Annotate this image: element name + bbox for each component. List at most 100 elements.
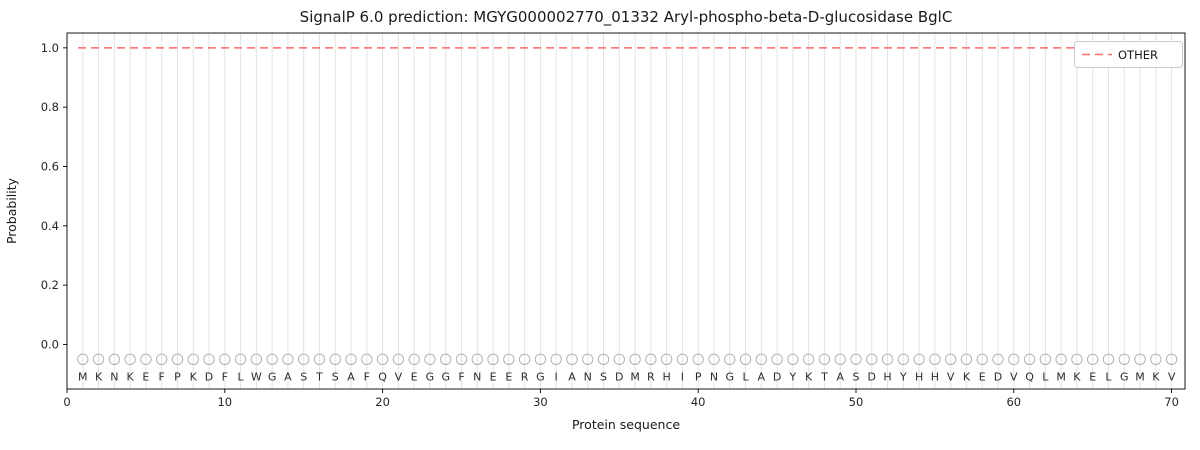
residue-marker <box>897 353 910 366</box>
y-tick-label: 0.0 <box>41 338 59 352</box>
residue-letter: E <box>505 371 512 384</box>
x-axis-label: Protein sequence <box>572 417 680 432</box>
residue-letter: M <box>1135 371 1145 384</box>
residue-letter: T <box>820 371 828 384</box>
residue-letter: H <box>931 371 939 384</box>
residue-marker <box>802 353 815 366</box>
residue-letter: W <box>251 371 262 384</box>
residue-marker <box>866 353 878 366</box>
residue-letter: M <box>1056 371 1066 384</box>
residue-marker <box>787 353 799 366</box>
residue-letter: F <box>222 371 228 384</box>
residue-marker <box>1055 353 1067 366</box>
residue-letter: L <box>238 371 245 384</box>
residue-letter: K <box>1152 371 1160 384</box>
residue-letter: S <box>600 371 607 384</box>
residue-marker <box>613 353 625 366</box>
residue-marker <box>124 353 136 366</box>
y-tick-label: 0.2 <box>41 278 59 292</box>
residue-marker <box>440 353 452 366</box>
residue-marker <box>408 353 420 366</box>
residue-marker <box>313 353 326 366</box>
residue-letter: E <box>411 371 418 384</box>
residue-letter: T <box>315 371 323 384</box>
residue-marker <box>913 353 925 366</box>
residue-marker <box>944 353 957 366</box>
residue-letter: V <box>947 371 955 384</box>
residue-letter: F <box>364 371 370 384</box>
residue-letter: H <box>883 371 891 384</box>
residue-letter: I <box>681 371 684 384</box>
residue-marker <box>455 353 468 366</box>
residue-letter: G <box>1120 371 1129 384</box>
residue-marker <box>503 353 515 366</box>
residue-letter: V <box>395 371 403 384</box>
residue-marker <box>392 353 405 366</box>
y-tick-label: 0.6 <box>41 160 59 174</box>
residue-marker <box>676 353 689 366</box>
residue-marker <box>92 353 105 366</box>
x-tick-label: 70 <box>1164 395 1179 409</box>
residue-letter: P <box>695 371 702 384</box>
residue-letter: E <box>979 371 986 384</box>
residue-letter: K <box>963 371 971 384</box>
residue-marker <box>140 353 152 366</box>
residue-letter: Q <box>1025 371 1034 384</box>
residue-marker <box>629 353 641 366</box>
residue-letter: E <box>1089 371 1096 384</box>
residue-marker <box>645 353 657 366</box>
legend-box <box>1074 41 1183 68</box>
residue-letter: S <box>300 371 307 384</box>
residue-marker <box>992 353 1004 366</box>
residue-marker <box>234 353 247 366</box>
residue-marker <box>929 353 941 366</box>
residue-letter: G <box>725 371 734 384</box>
residue-marker <box>1071 353 1083 366</box>
residue-marker <box>566 353 578 366</box>
residue-letter: P <box>174 371 181 384</box>
x-tick-label: 50 <box>849 395 864 409</box>
residue-letter: H <box>662 371 670 384</box>
y-tick-label: 0.8 <box>41 100 59 114</box>
residue-letter: D <box>205 371 213 384</box>
residue-marker <box>77 353 89 366</box>
x-tick-label: 60 <box>1006 395 1021 409</box>
legend: OTHER <box>1074 41 1183 68</box>
residue-marker <box>739 353 752 366</box>
residue-letter: K <box>95 371 103 384</box>
residue-marker <box>345 353 357 366</box>
residue-letter: Y <box>789 371 797 384</box>
residue-letter: N <box>584 371 592 384</box>
residue-marker <box>1118 353 1130 366</box>
residue-marker <box>297 353 310 366</box>
residue-marker <box>1102 353 1115 366</box>
residue-letter: E <box>142 371 149 384</box>
residue-marker <box>250 353 263 366</box>
residue-marker <box>1008 353 1020 366</box>
residue-marker <box>881 353 894 366</box>
residue-marker <box>376 353 389 366</box>
residue-marker <box>487 353 499 366</box>
residue-marker <box>550 353 562 366</box>
residue-letter: V <box>1010 371 1018 384</box>
x-tick-label: 0 <box>63 395 70 409</box>
residue-marker <box>266 353 278 366</box>
residue-letter: K <box>805 371 813 384</box>
residue-marker <box>1023 353 1036 366</box>
residue-letter: K <box>190 371 198 384</box>
residue-letter: N <box>710 371 718 384</box>
residue-marker <box>518 353 531 366</box>
residue-marker <box>692 353 704 366</box>
residue-letter: A <box>284 371 292 384</box>
residue-letter: E <box>490 371 497 384</box>
residue-marker <box>424 353 436 366</box>
residue-marker <box>1134 353 1146 366</box>
residue-letter: L <box>1042 371 1049 384</box>
residue-letter: G <box>268 371 277 384</box>
chart-title: SignalP 6.0 prediction: MGYG000002770_01… <box>300 8 953 27</box>
residue-marker <box>1165 353 1178 366</box>
residue-letter: G <box>426 371 435 384</box>
residue-marker <box>771 353 783 366</box>
residue-marker <box>534 353 547 366</box>
